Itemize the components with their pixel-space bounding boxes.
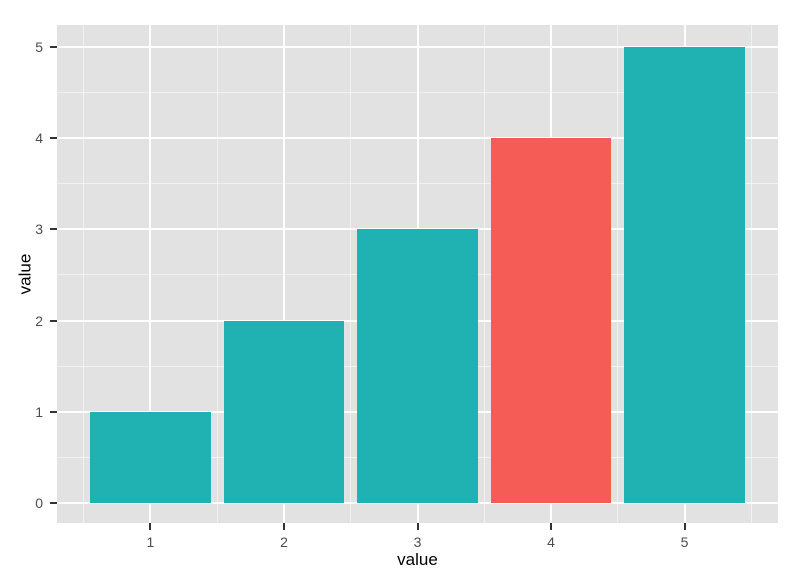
y-tick-label: 5	[35, 38, 43, 55]
y-tick-label: 2	[35, 312, 43, 329]
y-tick-mark	[50, 501, 57, 504]
y-tick-mark	[50, 228, 57, 231]
x-axis-title: value	[397, 550, 438, 569]
y-tick-mark	[50, 45, 57, 48]
x-tick-label: 3	[413, 534, 422, 550]
x-tick-mark	[282, 523, 285, 530]
x-tick-label: 5	[680, 534, 689, 550]
gridline-minor-x	[750, 25, 752, 523]
x-tick-mark	[550, 523, 553, 530]
y-tick-label: 3	[35, 221, 43, 238]
x-tick-mark	[416, 523, 419, 530]
y-axis: 0 1 2 3 4 5	[0, 25, 57, 523]
y-tick-label: 1	[35, 403, 43, 420]
plot-panel	[57, 25, 778, 523]
gridline-minor-x	[216, 25, 218, 523]
x-tick-label: 4	[547, 534, 555, 550]
y-tick-label: 4	[35, 130, 43, 147]
bar-5	[624, 46, 745, 503]
y-axis-title: value	[13, 25, 37, 523]
y-tick-mark	[50, 410, 57, 413]
x-tick-label: 2	[280, 534, 288, 550]
gridline-minor-x	[483, 25, 485, 523]
bar-3	[357, 229, 478, 503]
x-tick-mark	[683, 523, 686, 530]
y-tick-mark	[50, 137, 57, 140]
y-tick-label: 0	[35, 494, 43, 511]
bar-1	[90, 411, 211, 503]
x-axis: 1 2 3 4 5	[57, 523, 778, 557]
y-axis-title-text: value	[15, 253, 35, 295]
x-tick-label: 1	[146, 534, 155, 550]
bar-2	[223, 320, 345, 503]
x-tick-mark	[149, 523, 152, 530]
gridline-minor-x	[83, 25, 85, 523]
gridline-major-x	[282, 25, 285, 523]
gridline-minor-x	[617, 25, 619, 523]
y-tick-mark	[50, 319, 57, 322]
gridline-minor-x	[350, 25, 352, 523]
bar-4	[490, 138, 612, 503]
gridline-major-x	[149, 25, 152, 523]
